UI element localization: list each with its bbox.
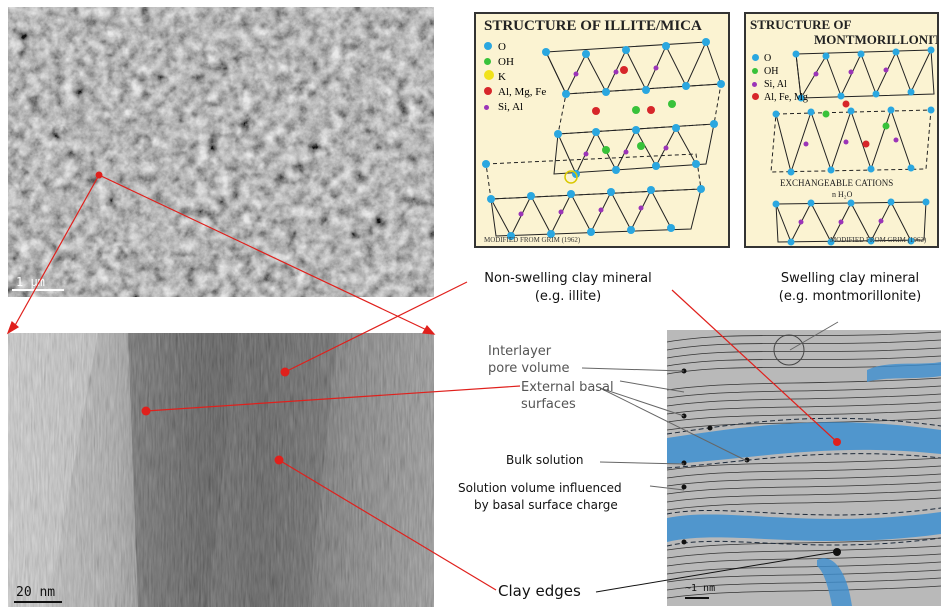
illite-lattice [482,38,725,240]
illite-credit: MODIFIED FROM GRIM (1962) [484,236,581,244]
sem-scale-label: 1 μm [16,275,45,289]
nonswelling-label: Non-swelling clay mineral (e.g. illite) [463,270,673,306]
mont-legend-item: O [752,52,808,65]
illite-title: STRUCTURE OF ILLITE/MICA [484,18,702,34]
tem-micrograph: 20 nm [8,333,434,607]
hydroxyl-dot-icon [484,58,491,65]
bulk-solution-label: Bulk solution [506,453,584,467]
solution-volume-label-line2: by basal surface charge [474,498,618,512]
mont-legend: O OH Si, Al Al, Fe, Mg [752,52,808,104]
tem-scale-label: 20 nm [16,585,56,600]
mont-legend-item: Al, Fe, Mg [752,91,808,104]
pore-schematic: ~1 nm [667,330,941,606]
mont-legend-item: Si, Al [752,78,808,91]
interlayer-label-line1: Interlayer [488,344,552,359]
illite-legend-item: Si, Al [484,100,546,115]
mont-interlayer-label: EXCHANGEABLE CATIONS [780,178,894,188]
mont-lattice [770,46,935,246]
sem-scale-bar: 1 μm [12,275,64,291]
tetrahedral-dot-icon [484,105,489,110]
hydroxyl-dot-icon [752,68,758,74]
illite-structure-panel: STRUCTURE OF ILLITE/MICA [474,12,730,248]
montmorillonite-structure-panel: STRUCTURE OF MONTMORILLONITE O [744,12,939,248]
nonswelling-label-line2: (e.g. illite) [534,289,602,304]
sem-texture [8,7,434,297]
oxygen-dot-icon [752,54,759,61]
swelling-label-line1: Swelling clay mineral [780,271,920,286]
mont-title-line1: STRUCTURE OF [750,17,852,32]
solution-volume-label: Solution volume influenced by basal surf… [458,480,622,514]
external-basal-label-line2: surfaces [521,397,576,412]
solution-volume-label-line1: Solution volume influenced [458,481,622,495]
potassium-dot-icon [484,70,494,80]
interlayer-label: Interlayer pore volume [488,343,570,377]
mont-interlayer-water: n H₂O [832,190,853,199]
illite-legend: O OH K Al, Mg, Fe Si, Al [484,40,546,115]
tem-texture [8,333,434,607]
schematic-drawing [667,331,941,606]
mont-title-line2: MONTMORILLONITE [814,32,939,47]
sem-micrograph: 1 μm [8,7,434,297]
illite-legend-item: Al, Mg, Fe [484,85,546,100]
external-basal-label-line1: External basal [521,380,614,395]
clay-edges-label: Clay edges [498,582,581,600]
oxygen-dot-icon [484,42,492,50]
mont-credit: MODIFIED FROM GRIM (1962) [830,236,927,244]
external-basal-label: External basal surfaces [521,379,614,413]
octahedral-dot-icon [752,93,759,100]
illite-legend-item: O [484,40,546,55]
illite-legend-item: K [484,70,546,85]
schematic-scale-label: ~1 nm [685,583,716,594]
swelling-label: Swelling clay mineral (e.g. montmorillon… [755,270,945,306]
arrowhead-left-icon [6,320,20,335]
swelling-label-line2: (e.g. montmorillonite) [778,289,922,304]
interlayer-label-line2: pore volume [488,361,570,376]
schematic-scale-bar: ~1 nm [685,578,715,599]
mont-legend-item: OH [752,65,808,78]
tetrahedral-dot-icon [752,82,757,87]
illite-legend-item: OH [484,55,546,70]
tem-scale-bar: 20 nm [14,585,62,603]
nonswelling-label-line1: Non-swelling clay mineral [484,271,652,286]
octahedral-dot-icon [484,87,492,95]
